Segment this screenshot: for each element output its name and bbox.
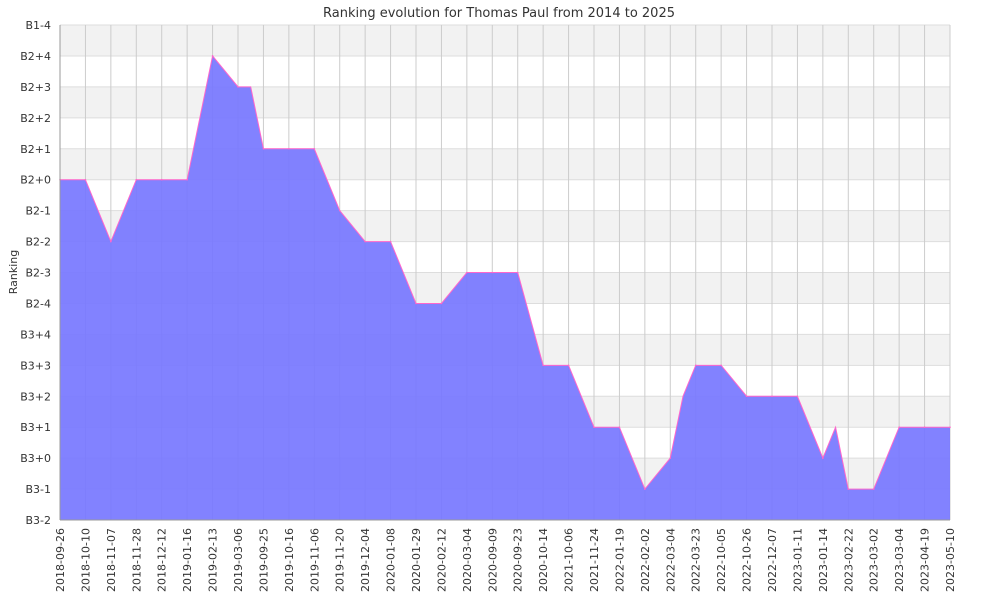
data-point (84, 178, 87, 181)
x-tick-label: 2021-10-06 (563, 528, 576, 592)
x-tick-label: 2020-09-09 (486, 528, 499, 592)
x-tick-label: 2019-02-13 (207, 528, 220, 592)
area-series (59, 54, 951, 520)
data-point (110, 240, 112, 243)
y-tick-label: B3-1 (25, 483, 51, 496)
x-tick-label: 2022-01-19 (613, 528, 626, 592)
data-point (262, 147, 265, 150)
x-tick-label: 2019-09-25 (257, 528, 270, 592)
y-tick-label: B2-4 (25, 297, 51, 310)
y-tick-label: B2+0 (20, 174, 51, 187)
y-tick-label: B3+4 (20, 328, 51, 341)
data-point (415, 302, 417, 305)
data-point (466, 271, 468, 274)
x-tick-label: 2020-09-23 (512, 528, 525, 592)
data-point (923, 426, 926, 428)
data-point (593, 426, 595, 428)
data-point (567, 364, 570, 367)
x-tick-label: 2018-12-12 (156, 528, 169, 592)
data-point (211, 55, 214, 57)
data-point (872, 488, 875, 490)
x-tick-label: 2021-11-24 (588, 528, 601, 592)
data-point (720, 364, 722, 367)
y-tick-label: B3+3 (20, 359, 51, 372)
y-tick-labels: B1-4 B2+4 B2+3 B2+2 B2+1 B2+0 B2-1 B2-2 B2-3 B2-4… (20, 19, 51, 527)
x-tick-label: 2023-03-02 (868, 528, 881, 592)
x-tick-label: 2020-02-12 (435, 528, 448, 592)
x-tick-label: 2022-10-05 (715, 528, 728, 592)
band (60, 86, 950, 118)
x-tick-label: 2018-11-28 (130, 528, 143, 592)
data-point (491, 271, 494, 274)
data-point (160, 178, 163, 181)
band (60, 25, 950, 56)
data-point (237, 86, 239, 88)
data-point (516, 271, 519, 274)
data-point (822, 457, 824, 459)
data-point (440, 302, 443, 305)
data-point (288, 147, 290, 150)
x-tick-label: 2020-01-29 (410, 528, 423, 592)
data-point (694, 364, 697, 367)
x-tick-label: 2018-11-07 (105, 528, 118, 592)
x-tick-label: 2020-01-08 (385, 528, 398, 592)
y-tick-label: B3-2 (25, 514, 51, 527)
data-point (618, 426, 621, 428)
data-point (364, 240, 366, 243)
data-point (898, 426, 900, 428)
y-tick-label: B1-4 (25, 19, 51, 32)
x-tick-label: 2019-01-16 (181, 528, 194, 592)
x-tick-label: 2023-05-10 (944, 528, 957, 592)
chart-title: Ranking evolution for Thomas Paul from 2… (323, 6, 675, 21)
x-tick-label: 2023-03-04 (893, 528, 906, 592)
y-tick-label: B2+1 (20, 143, 51, 156)
y-tick-label: B2+2 (20, 112, 51, 125)
x-tick-label: 2020-10-14 (537, 528, 550, 592)
data-point (949, 426, 951, 428)
data-point (389, 240, 392, 243)
x-tick-label: 2023-01-11 (791, 528, 804, 592)
axes (59, 25, 950, 521)
data-point (771, 395, 773, 398)
data-point (796, 395, 799, 398)
x-tick-labels: 2018-09-26 2018-10-10 2018-11-07 2018-11-28… (54, 528, 957, 592)
y-tick-label: B3+2 (20, 390, 51, 403)
x-tick-label: 2018-09-26 (54, 528, 67, 592)
x-tick-label: 2019-03-06 (232, 528, 245, 592)
y-tick-label: B2-2 (25, 236, 51, 249)
x-tick-label: 2019-11-20 (334, 528, 347, 592)
x-tick-label: 2023-02-22 (842, 528, 855, 592)
data-point (847, 488, 850, 490)
y-tick-label: B2+3 (20, 81, 51, 94)
area-line (60, 54, 950, 491)
data-point (186, 178, 188, 181)
data-point (135, 178, 138, 181)
x-tick-label: 2023-01-14 (817, 528, 830, 592)
y-tick-label: B2-3 (25, 267, 51, 280)
x-tick-label: 2019-10-16 (283, 528, 296, 592)
x-tick-label: 2020-03-04 (461, 528, 474, 592)
area-fill (60, 55, 950, 520)
y-tick-label: B2-1 (25, 205, 51, 218)
x-tick-label: 2022-12-07 (766, 528, 779, 592)
x-tick-label: 2018-10-10 (79, 528, 92, 592)
data-point (542, 364, 544, 367)
x-tick-label: 2019-12-04 (359, 528, 372, 592)
y-tick-label: B3+0 (20, 452, 51, 465)
x-tick-label: 2022-03-04 (664, 528, 677, 592)
x-tick-label: 2019-11-06 (308, 528, 321, 592)
y-tick-label: B3+1 (20, 421, 51, 434)
y-tick-label: B2+4 (20, 50, 51, 63)
x-tick-label: 2022-03-23 (690, 528, 703, 592)
x-tick-label: 2022-02-02 (639, 528, 652, 592)
data-point (338, 209, 341, 212)
data-point (313, 147, 316, 150)
y-axis-label: Ranking (7, 250, 20, 295)
data-point (669, 457, 672, 459)
x-tick-label: 2022-10-26 (741, 528, 754, 592)
data-point (644, 488, 646, 490)
data-point (745, 395, 748, 398)
x-tick-label: 2023-04-19 (919, 528, 932, 592)
